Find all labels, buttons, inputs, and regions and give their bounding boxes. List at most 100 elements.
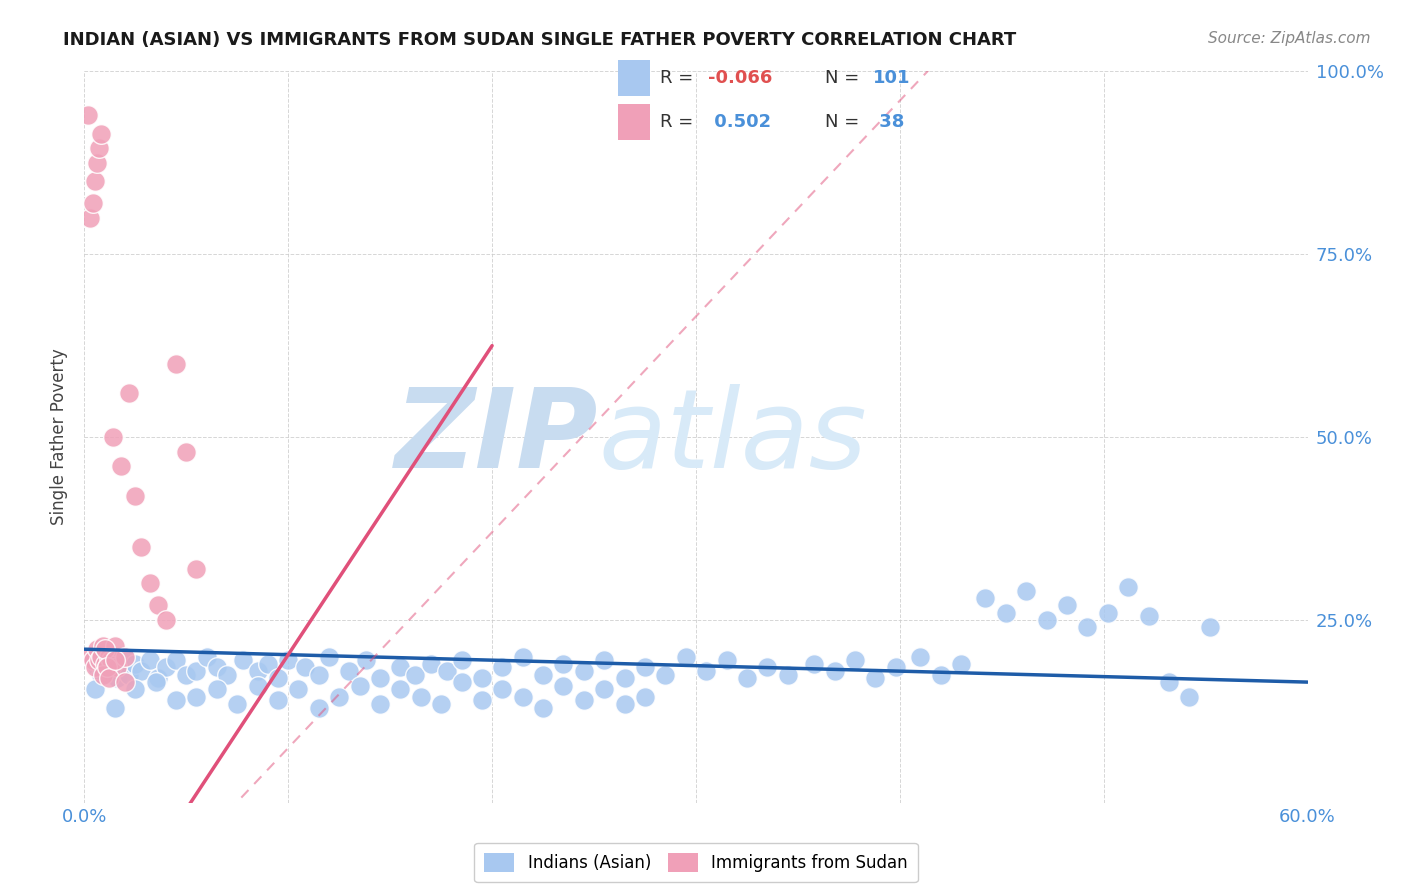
Point bbox=[226, 697, 249, 711]
Point bbox=[1137, 609, 1160, 624]
Point bbox=[450, 675, 472, 690]
Y-axis label: Single Father Poverty: Single Father Poverty bbox=[51, 349, 69, 525]
Point bbox=[450, 653, 472, 667]
Point bbox=[994, 606, 1017, 620]
Point bbox=[1178, 690, 1201, 704]
Point bbox=[471, 693, 494, 707]
Point bbox=[165, 653, 187, 667]
Point bbox=[950, 657, 973, 671]
Point bbox=[294, 660, 316, 674]
Point bbox=[491, 660, 513, 674]
Point bbox=[79, 211, 101, 225]
Point bbox=[105, 672, 128, 686]
Point bbox=[186, 690, 208, 704]
Point bbox=[155, 660, 177, 674]
Point bbox=[436, 664, 458, 678]
Point bbox=[512, 649, 534, 664]
Point bbox=[165, 693, 187, 707]
Point bbox=[593, 682, 616, 697]
Point bbox=[87, 653, 110, 667]
Point bbox=[138, 576, 160, 591]
Point bbox=[354, 653, 377, 667]
Point bbox=[195, 649, 218, 664]
Point bbox=[246, 664, 269, 678]
Point bbox=[104, 700, 127, 714]
Point bbox=[654, 667, 676, 681]
Point bbox=[87, 141, 110, 155]
Point bbox=[1116, 580, 1139, 594]
Point bbox=[90, 667, 112, 681]
Point bbox=[82, 196, 104, 211]
Point bbox=[695, 664, 717, 678]
Point bbox=[1035, 613, 1057, 627]
Text: INDIAN (ASIAN) VS IMMIGRANTS FROM SUDAN SINGLE FATHER POVERTY CORRELATION CHART: INDIAN (ASIAN) VS IMMIGRANTS FROM SUDAN … bbox=[63, 31, 1017, 49]
Point bbox=[118, 386, 141, 401]
Point bbox=[865, 672, 887, 686]
Text: N =: N = bbox=[825, 69, 865, 87]
Point bbox=[205, 660, 228, 674]
Point bbox=[929, 667, 952, 681]
Text: 101: 101 bbox=[873, 69, 911, 87]
Point bbox=[86, 642, 108, 657]
Point bbox=[884, 660, 907, 674]
Point bbox=[97, 649, 120, 664]
Point bbox=[1015, 583, 1038, 598]
Point bbox=[756, 660, 779, 674]
Point bbox=[776, 667, 799, 681]
Bar bbox=[619, 104, 650, 140]
Point bbox=[267, 672, 290, 686]
Legend: Indians (Asian), Immigrants from Sudan: Indians (Asian), Immigrants from Sudan bbox=[474, 843, 918, 882]
Point bbox=[86, 156, 108, 170]
Point bbox=[101, 430, 124, 444]
Point bbox=[174, 667, 197, 681]
Point bbox=[824, 664, 846, 678]
Text: R =: R = bbox=[659, 69, 699, 87]
Point bbox=[531, 667, 554, 681]
Point bbox=[803, 657, 825, 671]
Point bbox=[257, 657, 280, 671]
Text: 0.502: 0.502 bbox=[709, 113, 770, 131]
Point bbox=[96, 660, 118, 674]
Point bbox=[131, 664, 153, 678]
Point bbox=[86, 660, 108, 674]
Point bbox=[82, 653, 104, 667]
Point bbox=[328, 690, 350, 704]
Point bbox=[82, 653, 104, 667]
Point bbox=[844, 653, 866, 667]
Point bbox=[267, 693, 290, 707]
Text: Source: ZipAtlas.com: Source: ZipAtlas.com bbox=[1208, 31, 1371, 46]
Point bbox=[349, 679, 371, 693]
Point bbox=[308, 667, 330, 681]
Point bbox=[114, 649, 136, 664]
Point bbox=[93, 649, 115, 664]
Point bbox=[420, 657, 443, 671]
Point bbox=[308, 700, 330, 714]
Point bbox=[339, 664, 361, 678]
Point bbox=[553, 657, 575, 671]
Point bbox=[553, 679, 575, 693]
Point bbox=[389, 682, 412, 697]
Point bbox=[430, 697, 453, 711]
Point bbox=[110, 660, 132, 674]
Point bbox=[613, 697, 636, 711]
Point bbox=[118, 667, 141, 681]
Point bbox=[186, 562, 208, 576]
Point bbox=[83, 174, 105, 188]
Point bbox=[389, 660, 412, 674]
Text: atlas: atlas bbox=[598, 384, 866, 491]
Point bbox=[512, 690, 534, 704]
Point bbox=[287, 682, 309, 697]
Point bbox=[735, 672, 758, 686]
Point bbox=[114, 675, 136, 690]
Point bbox=[96, 660, 118, 674]
Point bbox=[217, 667, 239, 681]
Text: ZIP: ZIP bbox=[395, 384, 598, 491]
Point bbox=[318, 649, 340, 664]
Text: 38: 38 bbox=[873, 113, 905, 131]
Point bbox=[90, 649, 112, 664]
Point bbox=[1076, 620, 1098, 634]
Point bbox=[572, 693, 595, 707]
Point bbox=[277, 653, 299, 667]
Point bbox=[124, 657, 146, 671]
Point bbox=[90, 127, 112, 141]
